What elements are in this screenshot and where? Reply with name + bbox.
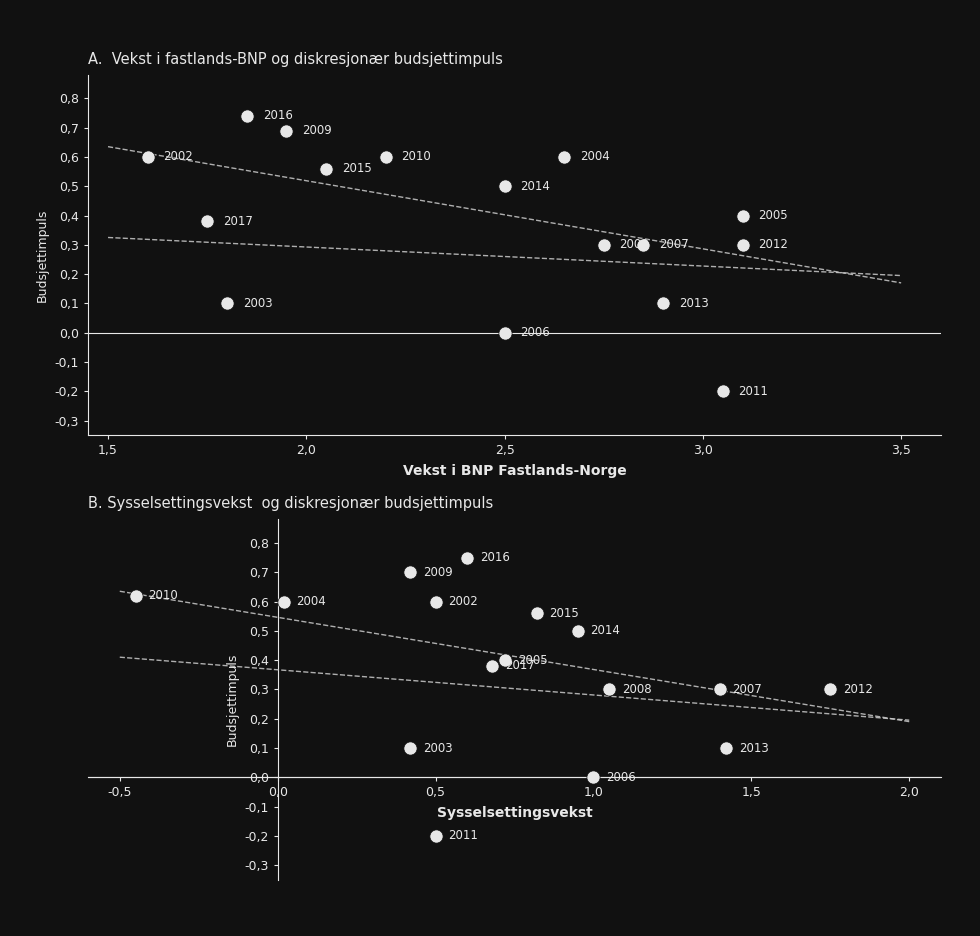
Point	[586, 769, 602, 784]
Text: B. Sysselsettingsvekst  og diskresjonær budsjettimpuls: B. Sysselsettingsvekst og diskresjonær b…	[88, 496, 494, 511]
Y-axis label: Budsjettimpuls: Budsjettimpuls	[225, 653, 239, 746]
Text: 2004: 2004	[297, 595, 326, 608]
Point	[140, 150, 156, 165]
Point	[714, 384, 730, 399]
Text: 2008: 2008	[619, 239, 649, 251]
Point	[199, 214, 215, 229]
Point	[278, 123, 294, 138]
Text: 2014: 2014	[590, 624, 620, 637]
Text: 2012: 2012	[759, 239, 788, 251]
Text: 2015: 2015	[342, 162, 371, 175]
Text: 2006: 2006	[606, 771, 636, 783]
Point	[718, 740, 734, 755]
Text: 2002: 2002	[448, 595, 478, 608]
Point	[220, 296, 235, 311]
Y-axis label: Budsjettimpuls: Budsjettimpuls	[36, 209, 49, 301]
Text: 2017: 2017	[505, 660, 535, 672]
Point	[460, 550, 475, 565]
Text: 2010: 2010	[402, 151, 431, 164]
Text: 2010: 2010	[148, 589, 178, 602]
Text: 2005: 2005	[759, 209, 788, 222]
X-axis label: Sysselsettingsvekst: Sysselsettingsvekst	[437, 806, 592, 820]
Text: 2014: 2014	[520, 180, 551, 193]
Text: 2002: 2002	[164, 151, 193, 164]
Point	[239, 109, 255, 124]
Point	[602, 682, 617, 697]
Text: 2006: 2006	[520, 327, 550, 339]
Point	[636, 238, 652, 253]
Text: 2005: 2005	[517, 653, 547, 666]
Text: 2003: 2003	[243, 297, 272, 310]
Point	[822, 682, 838, 697]
Point	[403, 564, 418, 579]
Point	[656, 296, 671, 311]
Text: 2008: 2008	[622, 683, 652, 695]
Point	[276, 594, 292, 609]
Text: 2007: 2007	[732, 683, 762, 695]
Point	[377, 150, 393, 165]
Text: 2004: 2004	[580, 151, 610, 164]
Point	[596, 238, 612, 253]
Point	[484, 659, 500, 674]
Text: 2016: 2016	[480, 551, 510, 564]
Text: 2013: 2013	[679, 297, 709, 310]
Text: 2011: 2011	[739, 385, 768, 398]
Text: 2011: 2011	[448, 829, 478, 842]
Text: 2013: 2013	[739, 741, 768, 754]
Point	[497, 179, 513, 194]
Text: 2015: 2015	[549, 607, 579, 620]
Point	[529, 606, 545, 621]
Text: 2009: 2009	[303, 124, 332, 137]
Text: 2012: 2012	[843, 683, 873, 695]
Point	[318, 161, 334, 176]
Point	[403, 740, 418, 755]
Text: 2016: 2016	[263, 110, 293, 123]
Text: 2003: 2003	[423, 741, 453, 754]
Text: 2009: 2009	[423, 565, 453, 578]
Text: A.  Vekst i fastlands-BNP og diskresjonær budsjettimpuls: A. Vekst i fastlands-BNP og diskresjonær…	[88, 51, 503, 66]
X-axis label: Vekst i BNP Fastlands-Norge: Vekst i BNP Fastlands-Norge	[403, 464, 626, 478]
Point	[569, 623, 585, 638]
Point	[735, 208, 751, 223]
Point	[497, 325, 513, 340]
Point	[557, 150, 572, 165]
Point	[735, 238, 751, 253]
Point	[711, 682, 727, 697]
Point	[427, 828, 443, 843]
Text: 2007: 2007	[660, 239, 689, 251]
Point	[427, 594, 443, 609]
Point	[127, 588, 143, 603]
Text: 2017: 2017	[223, 215, 253, 227]
Point	[497, 652, 513, 667]
